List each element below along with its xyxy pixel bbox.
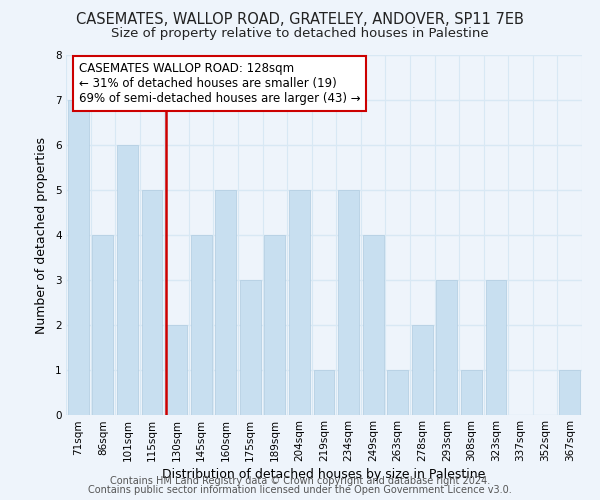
Bar: [412, 325, 433, 415]
Text: Size of property relative to detached houses in Palestine: Size of property relative to detached ho…: [111, 28, 489, 40]
Bar: [240, 280, 261, 415]
Bar: [436, 280, 457, 415]
Y-axis label: Number of detached properties: Number of detached properties: [35, 136, 48, 334]
Bar: [191, 235, 212, 415]
Bar: [559, 370, 580, 415]
Bar: [485, 280, 506, 415]
Text: CASEMATES WALLOP ROAD: 128sqm
← 31% of detached houses are smaller (19)
69% of s: CASEMATES WALLOP ROAD: 128sqm ← 31% of d…: [79, 62, 360, 105]
Bar: [362, 235, 383, 415]
Bar: [338, 190, 359, 415]
Bar: [166, 325, 187, 415]
Bar: [142, 190, 163, 415]
Bar: [92, 235, 113, 415]
Bar: [289, 190, 310, 415]
Bar: [68, 100, 89, 415]
Bar: [117, 145, 138, 415]
Bar: [314, 370, 334, 415]
X-axis label: Distribution of detached houses by size in Palestine: Distribution of detached houses by size …: [163, 468, 485, 481]
Bar: [387, 370, 408, 415]
Bar: [461, 370, 482, 415]
Bar: [265, 235, 286, 415]
Text: Contains public sector information licensed under the Open Government Licence v3: Contains public sector information licen…: [88, 485, 512, 495]
Bar: [215, 190, 236, 415]
Text: CASEMATES, WALLOP ROAD, GRATELEY, ANDOVER, SP11 7EB: CASEMATES, WALLOP ROAD, GRATELEY, ANDOVE…: [76, 12, 524, 28]
Text: Contains HM Land Registry data © Crown copyright and database right 2024.: Contains HM Land Registry data © Crown c…: [110, 476, 490, 486]
